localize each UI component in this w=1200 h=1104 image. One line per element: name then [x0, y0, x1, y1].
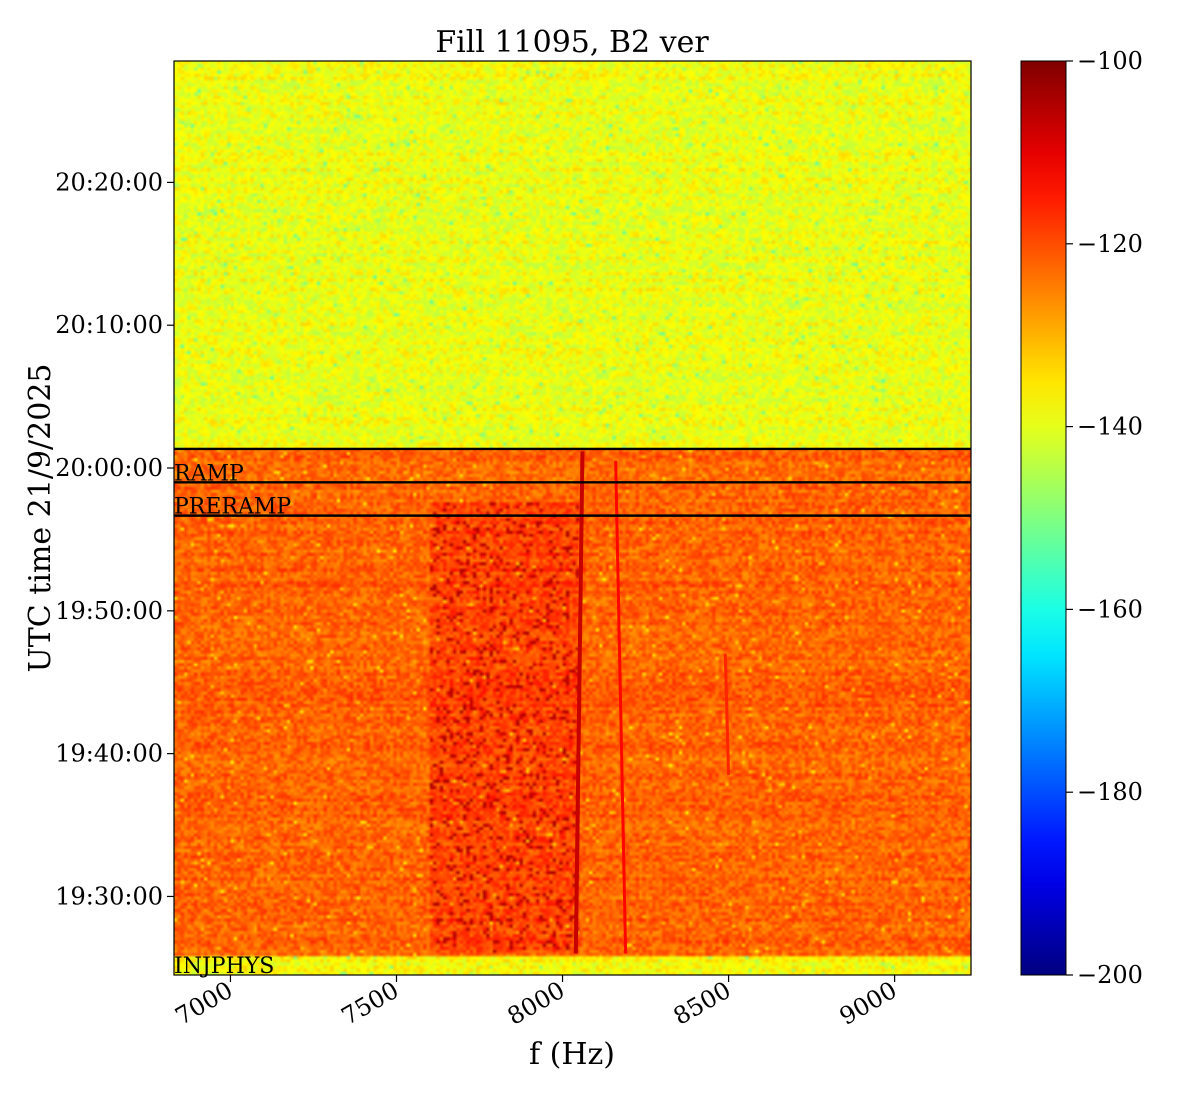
x-tick-label-1: 7500 — [337, 976, 404, 1031]
y-axis-label: UTC time 21/9/2025 — [23, 364, 58, 673]
colorbar-tick-label-5: −200 — [1077, 961, 1143, 989]
spectral-line-2 — [723, 653, 731, 776]
y-tick-label-3: 20:00:00 — [55, 454, 163, 482]
colorbar-tick-label-1: −120 — [1077, 230, 1143, 258]
heatmap-image — [174, 61, 971, 975]
plot-frame — [173, 60, 972, 976]
x-tick-label-2: 8000 — [503, 976, 570, 1031]
colorbar-tick-label-4: −180 — [1077, 778, 1143, 806]
x-axis-label: f (Hz) — [529, 1037, 615, 1072]
y-tick-label-5: 20:20:00 — [55, 168, 163, 196]
spectral-line-0 — [573, 451, 585, 954]
colorbar: −100 −120 −140 −160 −180 −200 — [1020, 47, 1143, 989]
y-tick-label-4: 20:10:00 — [55, 311, 163, 339]
chart-title: Fill 11095, B2 ver — [435, 25, 709, 60]
colorbar-frame — [1020, 60, 1067, 976]
y-axis: 19:30:00 19:40:00 19:50:00 20:00:00 20:10:00… — [55, 168, 174, 910]
spectral-lines — [573, 451, 731, 954]
x-tick-label-3: 8500 — [669, 976, 736, 1031]
x-tick-label-4: 9000 — [835, 976, 902, 1031]
colorbar-tick-label-0: −100 — [1077, 47, 1143, 75]
x-tick-label-0: 7000 — [171, 976, 238, 1031]
spectral-line-1 — [614, 460, 628, 954]
colorbar-ticks: −100 −120 −140 −160 −180 −200 — [1066, 47, 1143, 989]
colorbar-tick-label-3: −160 — [1077, 595, 1143, 623]
event-marker-label-2: RAMP — [174, 461, 244, 486]
x-axis: 7000 7500 8000 8500 9000 — [171, 975, 902, 1031]
y-tick-label-2: 19:50:00 — [55, 597, 163, 625]
y-tick-label-1: 19:40:00 — [55, 740, 163, 768]
y-tick-label-0: 19:30:00 — [55, 882, 163, 910]
colorbar-tick-label-2: −140 — [1077, 413, 1143, 441]
event-marker-label-1: PRERAMP — [174, 495, 291, 520]
colorbar-gradient — [1021, 61, 1066, 975]
